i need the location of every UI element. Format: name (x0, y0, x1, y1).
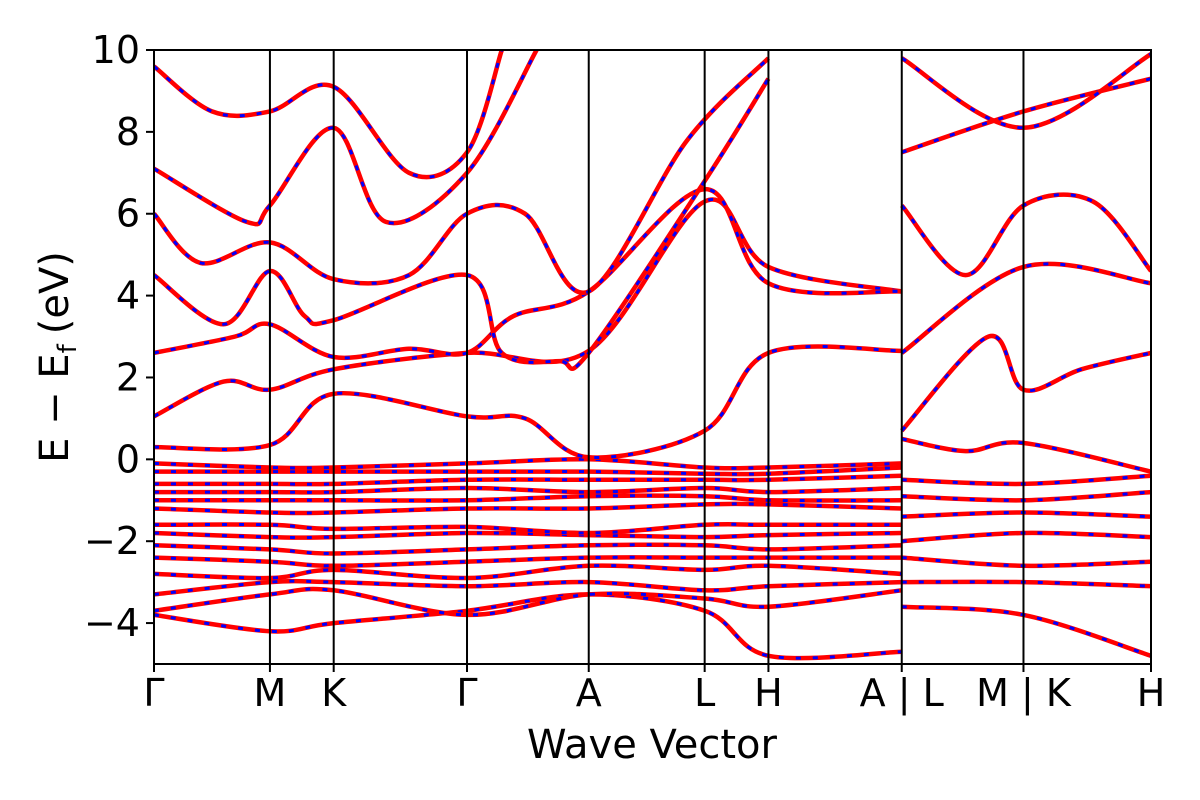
band-line-19 (154, 56, 770, 296)
y-axis-label-main: E − E (32, 353, 78, 463)
band-line-dashed-19 (154, 57, 770, 295)
band-line-dashed-21 (154, 50, 504, 179)
band-line-dashed-15 (154, 345, 902, 460)
band-line-18 (154, 77, 771, 371)
band-line-22 (901, 604, 1151, 658)
band-line-dashed-29 (901, 437, 1151, 474)
x-tick-label: M (254, 671, 287, 715)
y-axis-label: E − Ef (eV) (32, 251, 83, 463)
x-tick-label: M | K (976, 671, 1072, 716)
band-line-29 (901, 436, 1151, 474)
band-line-dashed-16 (154, 198, 903, 418)
x-tick-label: A (576, 671, 602, 715)
band-line-31 (900, 261, 1151, 355)
x-tick-label: H (1137, 671, 1166, 715)
x-axis-label: Wave Vector (527, 722, 778, 768)
y-tick-label: −2 (84, 519, 140, 563)
x-tick-label: L (694, 671, 715, 715)
band-line-dashed-32 (900, 193, 1151, 277)
y-axis-label-subscript: f (53, 343, 83, 353)
band-line-dashed-34 (901, 52, 1151, 130)
band-line-33 (901, 76, 1151, 155)
y-tick-label: −4 (84, 601, 140, 645)
band-line-dashed-20 (154, 50, 538, 226)
x-tick-label: H (754, 671, 783, 715)
y-ticks: −4 −2 0 2 4 6 8 10 (84, 28, 154, 645)
y-tick-label: 4 (116, 274, 140, 318)
y-tick-label: 2 (116, 355, 140, 399)
band-line-dashed-1 (154, 592, 902, 660)
x-tick-label: Γ (456, 671, 477, 715)
band-line-16 (154, 197, 903, 419)
y-axis-label-unit: (eV) (32, 251, 78, 334)
band-line-dashed-31 (900, 262, 1151, 355)
y-tick-label: 10 (92, 28, 140, 72)
band-line-21 (154, 50, 504, 180)
band-line-32 (900, 192, 1151, 278)
bands-layer (154, 50, 1151, 661)
band-line-12 (154, 473, 902, 487)
y-tick-label: 8 (116, 110, 140, 154)
band-line-10 (154, 493, 902, 503)
x-tick-label: A | L (860, 671, 944, 716)
band-line-34 (900, 52, 1151, 131)
x-tick-label: K (321, 671, 347, 715)
y-tick-label: 6 (116, 192, 140, 236)
band-line-30 (900, 333, 1151, 433)
band-line-dashed-30 (900, 334, 1151, 432)
plot-frame (153, 49, 1152, 665)
kpoint-lines (268, 50, 1025, 664)
x-tick-label: Γ (143, 671, 164, 715)
y-tick-label: 0 (116, 437, 140, 481)
